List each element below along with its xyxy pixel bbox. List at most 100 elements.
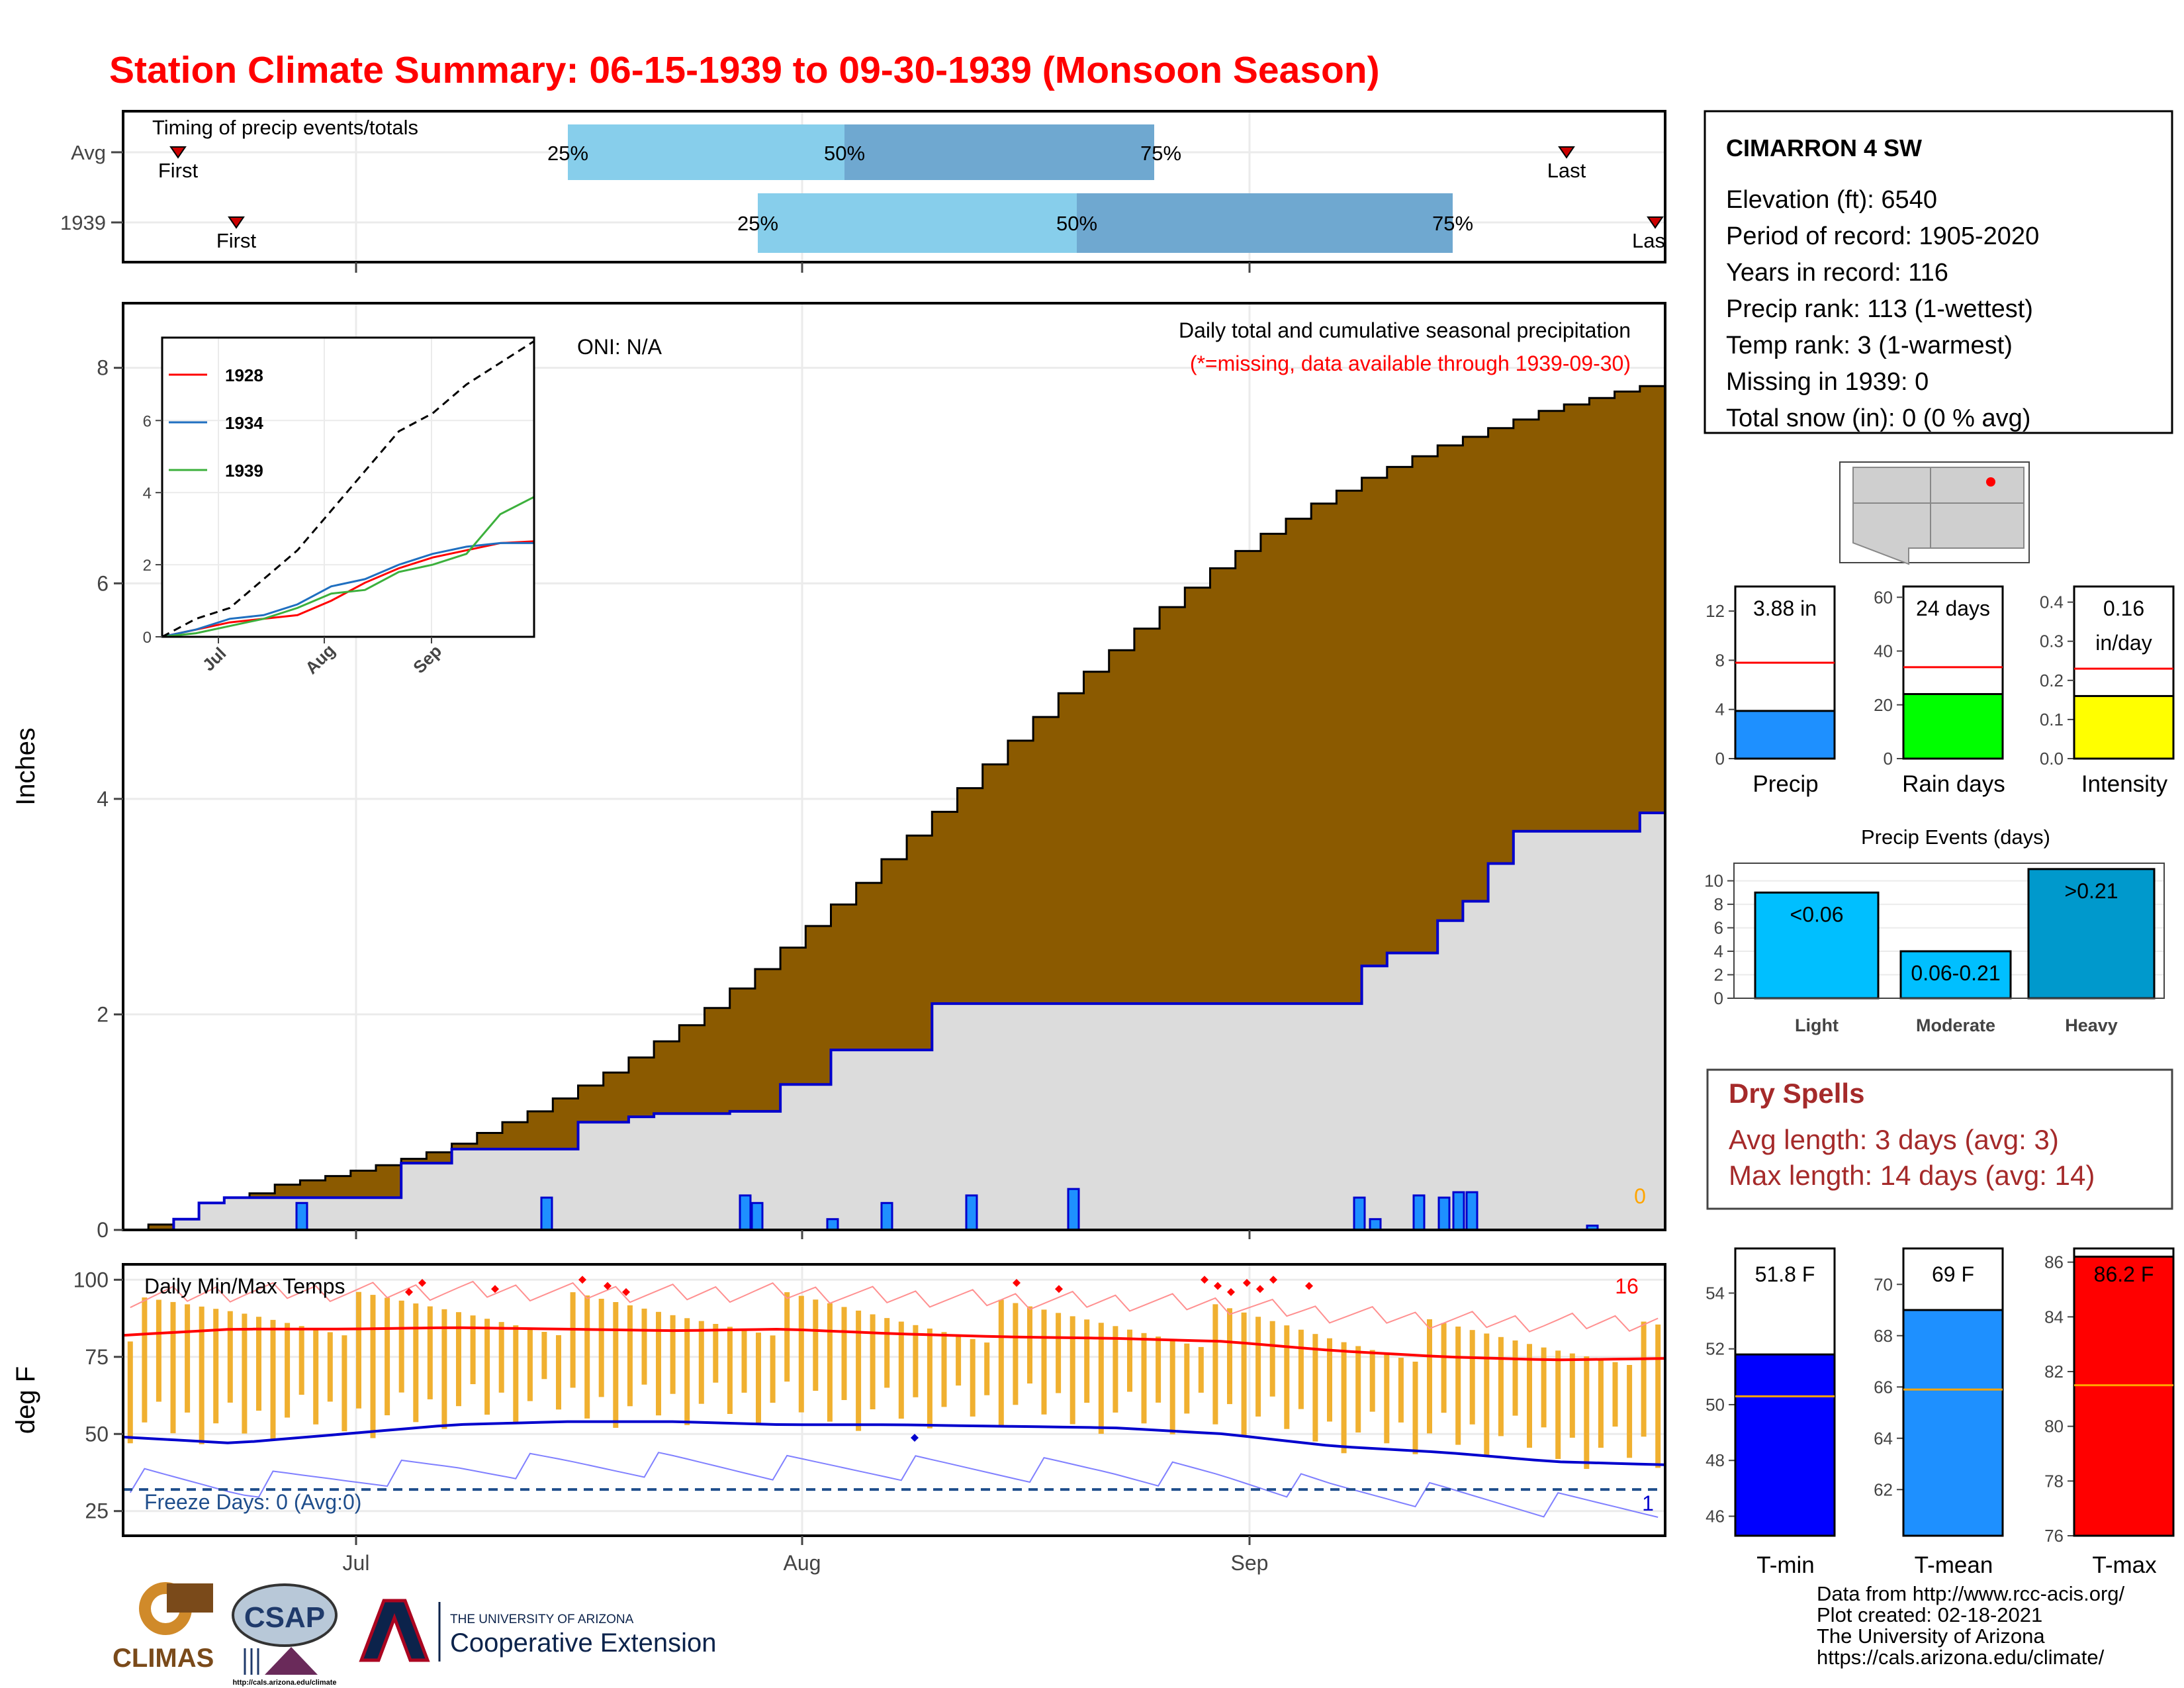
daily-temp-bar [756, 1333, 761, 1425]
record-high-marker [1227, 1288, 1235, 1296]
daily-temp-bar [1427, 1319, 1432, 1434]
record-low-count: 1 [1642, 1491, 1654, 1515]
main-ytick-label: 2 [97, 1002, 109, 1026]
daily-temp-bar [1584, 1356, 1590, 1470]
figure-title: Station Climate Summary: 06-15-1939 to 0… [109, 49, 1380, 91]
daily-temp-bar [884, 1318, 890, 1388]
daily-temp-bar [1612, 1362, 1618, 1427]
footer-credit-1: Data from http://www.rcc-acis.org/ [1817, 1582, 2125, 1605]
record-high-count: 16 [1615, 1274, 1639, 1298]
timing-1939-q25-q50-bar [758, 193, 1077, 253]
station-info-box: CIMARRON 4 SW Elevation (ft): 6540 Perio… [1704, 110, 2173, 434]
station-precip-rank: Precip rank: 113 (1-wettest) [1726, 295, 2033, 323]
events-title: Precip Events (days) [1861, 825, 2050, 849]
inset-legend-1928: 1928 [225, 365, 263, 385]
daily-precip-bar [965, 1194, 978, 1231]
record-high-marker [1201, 1276, 1208, 1284]
daily-temp-bar [1398, 1358, 1404, 1423]
daily-temp-bar [784, 1292, 790, 1382]
events-bar-label: >0.21 [2065, 879, 2118, 903]
daily-temp-bar [242, 1313, 248, 1434]
small-bar-ytick: 12 [1706, 601, 1725, 621]
daily-temp-bar [1241, 1312, 1247, 1437]
daily-temp-bar [298, 1326, 304, 1395]
small-bar-ytick: 0 [1884, 749, 1893, 769]
timing-label: Timing of precip events/totals [152, 116, 418, 139]
daily-temp-bar [984, 1342, 990, 1395]
small-bar-value-unit: in/day [2095, 631, 2152, 655]
oni-label: ONI: N/A [577, 335, 662, 359]
record-high-marker [1013, 1278, 1021, 1287]
daily-temp-bar [1498, 1336, 1504, 1436]
daily-temp-bar [1284, 1325, 1290, 1429]
daily-precip-bar [880, 1201, 893, 1231]
temp-xtick-label: Sep [1231, 1551, 1269, 1575]
year-cumulative-area [123, 812, 1666, 1231]
inset-ytick-label: 2 [143, 557, 152, 575]
daily-temp-bar [1327, 1338, 1332, 1422]
csap-logo: CSAP http://cals.arizona.edu/climate [232, 1583, 338, 1687]
small-bar-ytick: 0 [1715, 749, 1725, 769]
footer-credit-2: Plot created: 02-18-2021 [1817, 1603, 2043, 1626]
daily-temp-bar [927, 1329, 933, 1429]
temp-summary-bars: 46 48 50 52 54 51.8 F 62 64 66 68 70 69 F 76 78 80 82 84… [1706, 1247, 2175, 1546]
station-years: Years in record: 116 [1726, 259, 1948, 287]
main-ytick-label: 6 [97, 571, 109, 595]
daily-temp-bar [741, 1329, 747, 1393]
daily-temp-bar [670, 1315, 676, 1394]
daily-temp-bar [1641, 1321, 1647, 1437]
locator-map [1839, 461, 2030, 565]
daily-temp-bar [1384, 1354, 1390, 1444]
daily-temp-bar [1598, 1359, 1604, 1448]
daily-temp-bar [441, 1309, 447, 1429]
station-snow: Total snow (in): 0 (0 % avg) [1726, 404, 2030, 432]
inset-line-1939 [161, 496, 535, 638]
timing-1939-first-marker [228, 216, 245, 229]
timing-1939-q50: 50% [1056, 212, 1097, 235]
daily-temp-bar [413, 1303, 419, 1423]
small-bar-ytick: 0.1 [2040, 710, 2064, 729]
daily-temp-bar [1341, 1342, 1347, 1454]
record-high-marker [1305, 1282, 1313, 1290]
record-high-marker [1243, 1278, 1251, 1287]
small-bar-ytick: 0.2 [2040, 671, 2064, 690]
temp-summary-ytick: 82 [2044, 1362, 2064, 1382]
temp-summary-ytick: 70 [1874, 1274, 1893, 1294]
footer-credit-3: The University of Arizona [1817, 1624, 2045, 1648]
daily-temp-bar [970, 1338, 976, 1417]
dry-spells-max: Max length: 14 days (avg: 14) [1729, 1160, 2095, 1191]
daily-temp-bar [1455, 1327, 1461, 1445]
events-ytick: 0 [1714, 988, 1723, 1008]
inset-ytick-label: 0 [143, 629, 152, 647]
daily-temp-bar [813, 1299, 819, 1391]
daily-temp-bar [1298, 1329, 1304, 1409]
daily-temp-bar [456, 1312, 461, 1407]
daily-temp-bar [156, 1299, 161, 1402]
climas-logo: CLIMAS [113, 1582, 214, 1673]
daily-temp-bar [641, 1308, 647, 1385]
daily-precip-bar [1465, 1191, 1479, 1231]
small-bar-1 [1902, 693, 2004, 760]
timing-avg-last-label: Last [1547, 159, 1586, 182]
daily-temp-bar [427, 1306, 433, 1399]
daily-temp-bar [913, 1325, 919, 1397]
main-ytick-label: 4 [97, 787, 109, 811]
daily-temp-bar [213, 1309, 219, 1424]
record-high-marker [1256, 1285, 1264, 1293]
daily-precip-bar [1353, 1196, 1366, 1231]
daily-temp-bar [613, 1302, 619, 1428]
daily-temp-bar [313, 1329, 319, 1425]
daily-temp-bar [498, 1322, 504, 1393]
daily-temp-bar [170, 1301, 176, 1434]
record-high-marker [1214, 1282, 1222, 1290]
temp-summary-ytick: 46 [1706, 1507, 1725, 1526]
daily-temp-bar [1198, 1346, 1204, 1393]
temp-summary-ytick: 64 [1874, 1429, 1893, 1448]
timing-panel: Timing of precip events/totals 25% 50% 7… [122, 110, 1705, 263]
daily-temp-bar [1655, 1324, 1661, 1468]
daily-temp-bar [1527, 1344, 1532, 1448]
temp-summary-ytick: 80 [2044, 1417, 2064, 1436]
timing-1939-last-marker [1647, 216, 1664, 229]
temp-summary-ytick: 52 [1706, 1339, 1725, 1359]
events-ytick: 2 [1714, 965, 1723, 985]
